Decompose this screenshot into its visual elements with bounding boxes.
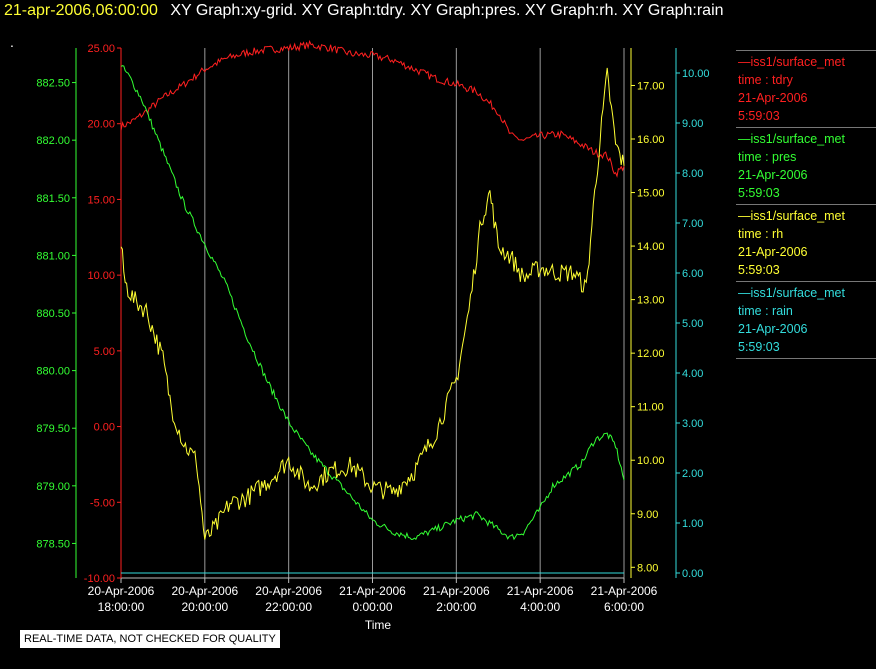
x-tick-time: 0:00:00 <box>352 600 392 614</box>
legend: —iss1/surface_met time : tdry 21-Apr-2006 5… <box>736 50 876 359</box>
rain-tick-label: 9.00 <box>682 118 703 130</box>
x-tick-date: 21-Apr-2006 <box>339 584 406 598</box>
x-tick-date: 20-Apr-2006 <box>255 584 322 598</box>
x-tick-date: 20-Apr-2006 <box>88 584 155 598</box>
rh-tick-label: 9.00 <box>637 509 658 521</box>
legend-source: —iss1/surface_met <box>738 286 845 300</box>
legend-date: 21-Apr-2006 <box>738 245 808 259</box>
legend-time: 5:59:03 <box>738 186 780 200</box>
x-tick-date: 21-Apr-2006 <box>591 584 658 598</box>
legend-time: 5:59:03 <box>738 263 780 277</box>
tdry-tick-label: -5.00 <box>90 497 115 509</box>
rh-tick-label: 11.00 <box>637 402 664 414</box>
pres-tick-label: 878.50 <box>36 538 70 550</box>
pres-tick-label: 881.00 <box>36 250 70 262</box>
rain-tick-label: 5.00 <box>682 318 703 330</box>
pres-tick-label: 879.00 <box>36 481 70 493</box>
x-tick-time: 6:00:00 <box>604 600 644 614</box>
pres-tick-label: 882.50 <box>36 78 70 90</box>
rh-tick-label: 14.00 <box>637 241 665 253</box>
axes-layer <box>72 47 680 583</box>
timestamp-label: 21-apr-2006,06:00:00 <box>4 2 158 19</box>
legend-source: —iss1/surface_met <box>738 132 845 146</box>
title-bar: 21-apr-2006,06:00:00 XY Graph:xy-grid. X… <box>4 2 724 24</box>
rain-tick-label: 0.00 <box>682 568 703 580</box>
quality-note: REAL-TIME DATA, NOT CHECKED FOR QUALITY <box>20 630 280 648</box>
legend-date: 21-Apr-2006 <box>738 168 808 182</box>
tdry-tick-label: -10.00 <box>84 573 115 585</box>
graph-list-label: XY Graph:xy-grid. XY Graph:tdry. XY Grap… <box>170 2 724 19</box>
legend-variable: time : pres <box>738 150 797 164</box>
rh-tick-label: 8.00 <box>637 562 658 574</box>
legend-time: 5:59:03 <box>738 340 780 354</box>
tdry-tick-label: 25.00 <box>87 43 115 55</box>
tick-labels-layer: 20-Apr-2006 18:00:00 20-Apr-2006 20:00:00 20… <box>36 43 709 614</box>
tdry-tick-label: 0.00 <box>94 422 115 434</box>
series-line-tdry <box>120 39 625 178</box>
x-tick-time: 2:00:00 <box>436 600 476 614</box>
tdry-tick-label: 10.00 <box>87 270 115 282</box>
x-tick-time: 22:00:00 <box>265 600 312 614</box>
rh-tick-label: 13.00 <box>637 295 665 307</box>
legend-source: —iss1/surface_met <box>738 209 845 223</box>
legend-variable: time : rh <box>738 227 784 241</box>
series-line-rh <box>120 67 625 540</box>
series-line-pres <box>120 65 625 541</box>
legend-source: —iss1/surface_met <box>738 55 845 69</box>
legend-date: 21-Apr-2006 <box>738 322 808 336</box>
rain-tick-label: 4.00 <box>682 368 703 380</box>
pres-tick-label: 882.00 <box>36 135 70 147</box>
pres-tick-label: 881.50 <box>36 193 70 205</box>
x-tick-date: 21-Apr-2006 <box>507 584 574 598</box>
tdry-tick-label: 5.00 <box>94 346 115 358</box>
rh-tick-label: 12.00 <box>637 348 665 360</box>
rain-tick-label: 7.00 <box>682 218 703 230</box>
pres-tick-label: 880.00 <box>36 366 70 378</box>
series-layer <box>120 39 625 574</box>
x-tick-time: 4:00:00 <box>520 600 560 614</box>
rain-tick-label: 8.00 <box>682 168 703 180</box>
rh-tick-label: 15.00 <box>637 188 665 200</box>
rain-tick-label: 1.00 <box>682 518 703 530</box>
rain-tick-label: 6.00 <box>682 268 703 280</box>
rain-tick-label: 2.00 <box>682 468 703 480</box>
pres-tick-label: 880.50 <box>36 308 70 320</box>
tdry-tick-label: 15.00 <box>87 194 115 206</box>
rh-tick-label: 16.00 <box>637 134 665 146</box>
rh-tick-label: 17.00 <box>637 80 665 92</box>
grid-layer <box>120 48 625 578</box>
x-axis-label: Time <box>365 618 392 632</box>
rain-tick-label: 3.00 <box>682 418 703 430</box>
legend-time: 5:59:03 <box>738 109 780 123</box>
tdry-tick-label: 20.00 <box>87 119 115 131</box>
pres-tick-label: 879.50 <box>36 423 70 435</box>
x-tick-date: 21-Apr-2006 <box>423 584 490 598</box>
rain-tick-label: 10.00 <box>682 68 710 80</box>
legend-variable: time : tdry <box>738 73 793 87</box>
marker-dot: . <box>10 34 14 50</box>
legend-variable: time : rain <box>738 304 793 318</box>
x-tick-time: 18:00:00 <box>98 600 145 614</box>
legend-date: 21-Apr-2006 <box>738 91 808 105</box>
x-tick-time: 20:00:00 <box>181 600 228 614</box>
rh-tick-label: 10.00 <box>637 455 665 467</box>
x-tick-date: 20-Apr-2006 <box>171 584 238 598</box>
